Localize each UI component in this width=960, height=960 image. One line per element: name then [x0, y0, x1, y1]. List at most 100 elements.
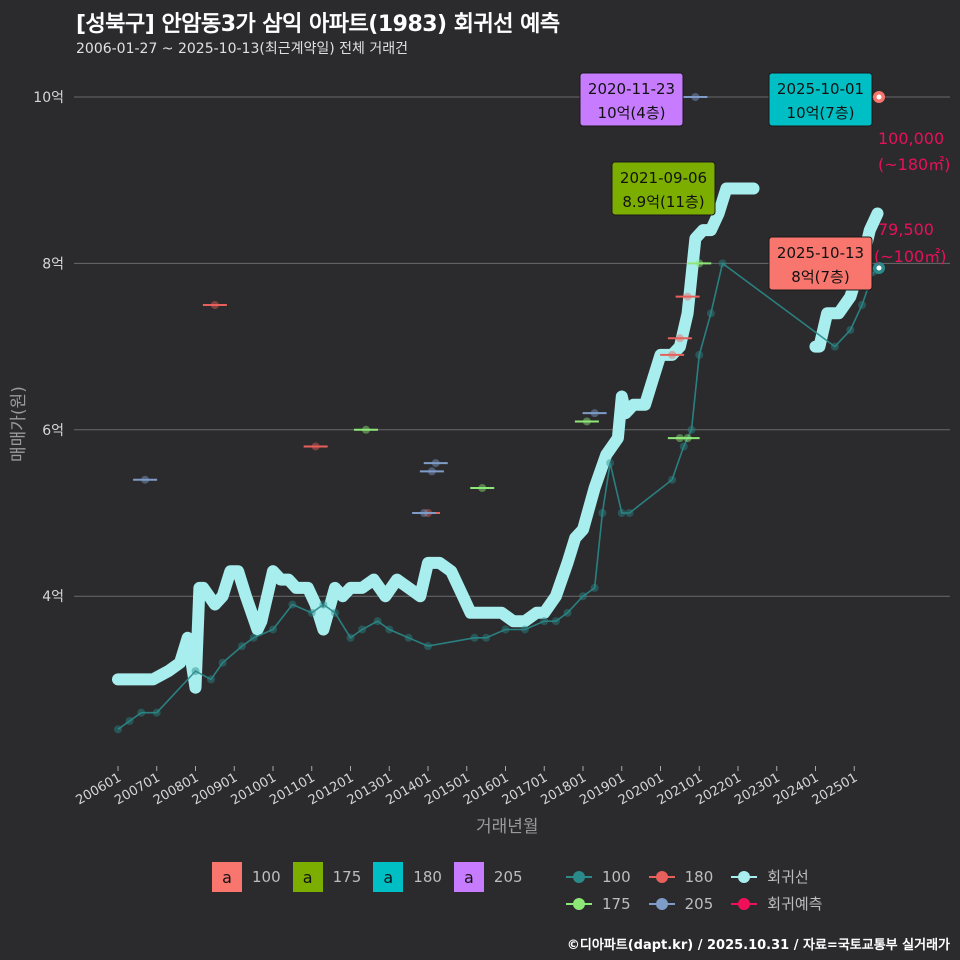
legend-series-item: 175: [566, 893, 631, 914]
chart-title: [성북구] 안암동3가 삼익 아파트(1983) 회귀선 예측: [76, 12, 560, 37]
legend-label: 180: [684, 867, 714, 886]
data-point: [427, 467, 436, 476]
data-point: [207, 675, 215, 684]
data-point: [675, 334, 684, 343]
data-point: [706, 309, 715, 318]
legend-series-item: 205: [648, 893, 714, 914]
legend-key-180: a: [373, 862, 404, 892]
annotation-label: 2025-10-13 8억(7층): [768, 236, 873, 291]
data-point: [606, 459, 615, 468]
series-100: [114, 259, 878, 734]
legend-series: 100 180 회귀선 175 205 회귀예측: [566, 866, 822, 914]
data-point: [431, 459, 440, 468]
data-point: [307, 608, 316, 617]
legend-area: a 100 a 175 a 180 a 205: [212, 862, 535, 892]
prediction-area: (~180㎡): [878, 155, 950, 174]
prediction-value: 100,000: [878, 129, 944, 148]
data-point: [501, 625, 510, 634]
legend-label: 100: [602, 867, 631, 886]
data-point: [695, 259, 704, 268]
data-point: [718, 259, 727, 268]
annotation-label: 2021-09-06 8.9억(11층): [611, 161, 716, 216]
line-point-icon: [648, 870, 675, 884]
data-point: [404, 633, 413, 642]
data-point: [373, 617, 382, 626]
legend-label: 회귀선: [767, 868, 809, 886]
data-point: [520, 625, 529, 634]
data-point: [218, 658, 227, 667]
data-point: [695, 350, 704, 359]
data-point: [362, 425, 370, 434]
legend-label: 205: [684, 894, 714, 913]
data-point: [478, 484, 487, 493]
svg-text:2021-09-06: 2021-09-06: [620, 169, 707, 187]
regression-line: [809, 207, 884, 353]
data-point: [137, 708, 146, 717]
y-tick-label: 8억: [42, 256, 64, 272]
data-point: [582, 417, 591, 426]
data-point: [590, 409, 599, 418]
legend-key-205: a: [453, 862, 484, 892]
line-point-icon: [731, 870, 758, 884]
svg-text:2025-10-01: 2025-10-01: [777, 80, 864, 98]
data-point: [482, 633, 491, 642]
data-point: [551, 617, 560, 626]
legend-label: 회귀예측: [767, 895, 823, 913]
svg-text:2020-11-23: 2020-11-23: [588, 80, 675, 98]
data-point: [668, 475, 677, 484]
annotation-label: 2020-11-23 10억(4층): [579, 72, 684, 127]
legend-series-item: 회귀예측: [731, 893, 822, 914]
data-point: [288, 600, 297, 609]
data-point: [358, 625, 367, 634]
legend-label: 180: [413, 868, 442, 886]
legend-label: 205: [493, 868, 523, 886]
data-point: [311, 442, 320, 451]
data-point: [858, 301, 866, 309]
data-point: [691, 93, 700, 101]
data-point: [846, 325, 855, 334]
legend-series-item: 회귀선: [731, 866, 822, 887]
series-205: [133, 93, 708, 517]
data-point: [617, 509, 626, 517]
data-point: [579, 592, 587, 601]
y-axis-title: 매매가(원): [9, 386, 29, 462]
data-point: [683, 434, 692, 443]
line-point-icon: [566, 897, 592, 911]
data-point: [385, 625, 394, 634]
chart-subtitle: 2006-01-27 ~ 2025-10-13(최근계약일) 전체 거래건: [76, 41, 408, 57]
data-point: [563, 608, 572, 617]
svg-text:2025-10-13: 2025-10-13: [777, 244, 864, 262]
data-point: [269, 625, 277, 634]
data-point: [687, 425, 696, 434]
data-point: [125, 717, 134, 725]
legend-key-175: a: [292, 862, 323, 892]
prediction-value: 79,500: [878, 220, 934, 239]
svg-text:10억(7층): 10억(7층): [787, 104, 855, 122]
legend-label: 175: [602, 894, 631, 913]
annotation-label: 2025-10-01 10억(7층): [768, 72, 873, 127]
line-point-icon: [731, 897, 758, 911]
svg-text:10억(4층): 10억(4층): [598, 104, 666, 122]
data-point: [191, 667, 200, 676]
series-175: [354, 259, 712, 493]
data-point: [540, 617, 549, 626]
data-point: [668, 350, 677, 359]
data-point: [830, 342, 839, 351]
legend-label: 175: [332, 868, 362, 886]
data-point: [319, 600, 328, 609]
legend-series-item: 180: [648, 866, 714, 887]
data-point: [249, 633, 258, 642]
data-point: [238, 642, 246, 651]
x-tick-label: 202501: [810, 770, 860, 808]
data-point: [420, 509, 429, 517]
data-point: [152, 708, 161, 717]
legend-label: 100: [252, 868, 281, 886]
data-point: [598, 509, 607, 517]
x-axis-title: 거래년월: [476, 817, 539, 837]
svg-text:8억(7층): 8억(7층): [791, 268, 849, 286]
legend-key-100: a: [212, 862, 242, 892]
data-point: [625, 509, 634, 517]
data-point: [210, 301, 219, 309]
data-point: [331, 608, 339, 617]
